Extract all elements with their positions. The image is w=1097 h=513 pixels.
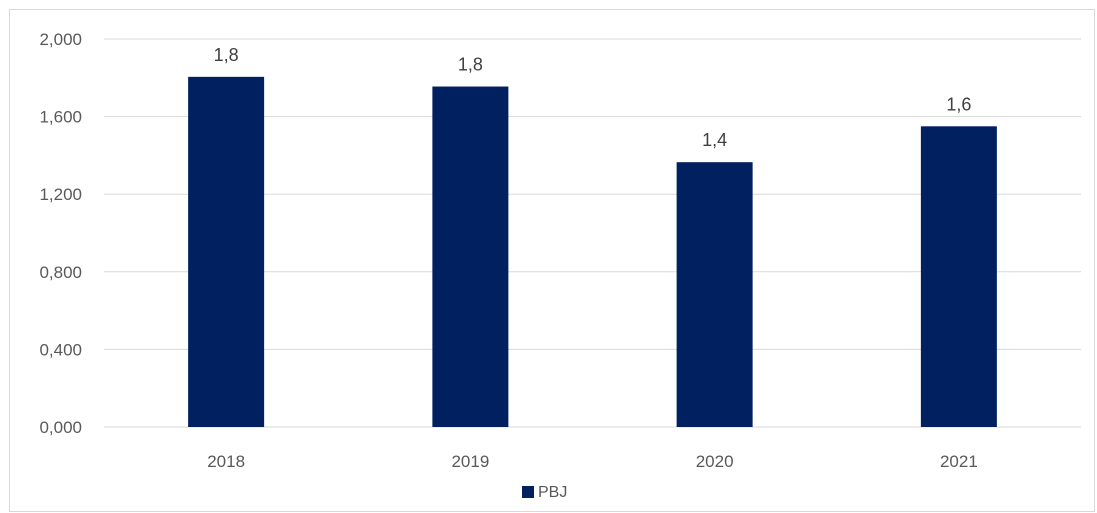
x-axis-tick-labels: 2018 2019 2020 2021 [207,452,978,471]
legend[interactable]: PBJ [522,484,567,501]
x-tick-label-2019: 2019 [451,452,489,471]
x-tick-label-2021: 2021 [940,452,978,471]
y-tick-label: 2,000 [39,30,82,49]
legend-swatch-pbj [522,486,534,498]
x-tick-label-2018: 2018 [207,452,245,471]
bar-2021[interactable] [920,126,997,428]
data-labels: 1,8 1,8 1,4 1,6 [214,45,972,150]
x-tick-label-2020: 2020 [696,452,734,471]
gridlines [104,38,1081,428]
data-label-2019: 1,8 [458,55,483,75]
y-axis-tick-labels: 0,000 0,400 0,800 1,200 1,600 2,000 [39,30,82,437]
bar-2019[interactable] [432,86,509,427]
bar-2020[interactable] [676,162,753,427]
data-label-2021: 1,6 [946,94,971,114]
data-label-2018: 1,8 [214,45,239,65]
y-tick-label: 0,800 [39,263,82,282]
y-tick-label: 0,000 [39,418,82,437]
bar-2018[interactable] [188,76,265,427]
y-tick-label: 0,400 [39,340,82,359]
bars [188,76,997,428]
y-tick-label: 1,200 [39,185,82,204]
legend-label-pbj: PBJ [538,484,567,501]
data-label-2020: 1,4 [702,130,727,150]
y-tick-label: 1,600 [39,108,82,127]
